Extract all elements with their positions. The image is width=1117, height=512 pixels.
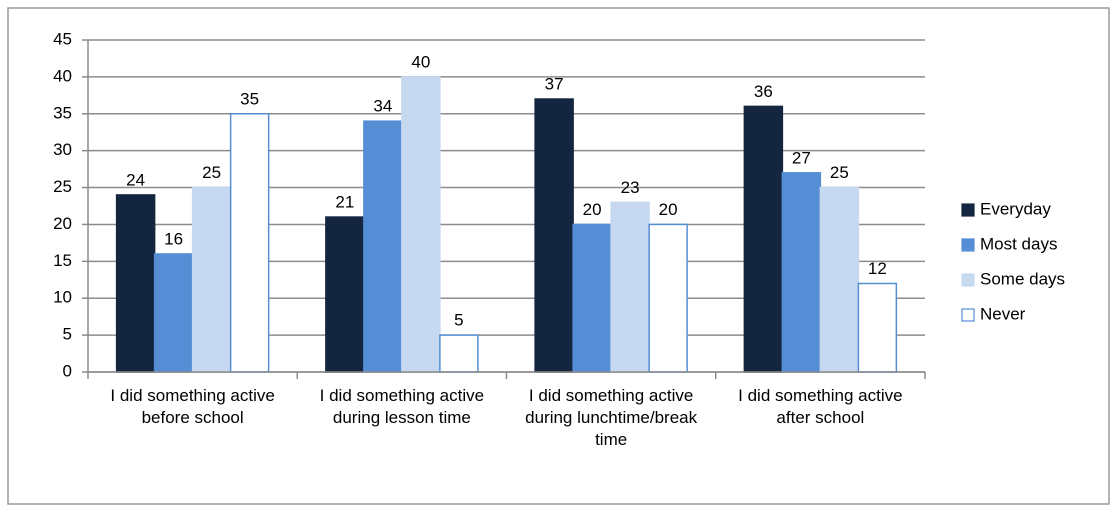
y-tick-label: 40	[53, 66, 72, 85]
y-tick-label: 25	[53, 177, 72, 196]
bar	[325, 216, 365, 373]
value-label: 35	[240, 89, 259, 108]
legend-swatch	[961, 308, 975, 322]
legend-label: Never	[980, 304, 1026, 323]
bar	[534, 98, 574, 373]
bar	[191, 186, 232, 373]
value-label: 25	[202, 163, 221, 182]
bar	[115, 194, 156, 373]
value-label: 34	[373, 97, 392, 116]
bar	[439, 334, 479, 373]
value-label: 27	[792, 148, 811, 167]
value-label: 21	[335, 193, 354, 212]
value-label: 5	[454, 311, 463, 330]
value-label: 12	[868, 259, 887, 278]
y-tick-label: 30	[53, 140, 72, 159]
value-label: 25	[830, 163, 849, 182]
y-tick-label: 45	[53, 29, 72, 48]
bar	[229, 113, 270, 373]
legend-swatch	[961, 273, 975, 287]
bar	[781, 172, 822, 373]
value-label: 37	[545, 75, 564, 94]
legend-swatch	[961, 203, 975, 217]
bar	[572, 223, 612, 373]
bar	[743, 105, 784, 373]
bar	[363, 120, 403, 373]
bar	[819, 186, 860, 373]
value-label: 16	[164, 229, 183, 248]
bar	[648, 223, 688, 373]
legend-label: Most days	[980, 234, 1057, 253]
y-tick-label: 0	[63, 361, 72, 380]
value-label: 20	[583, 200, 602, 219]
bar	[401, 76, 441, 373]
x-tick-label: I did something active before school	[110, 386, 275, 427]
bar	[857, 282, 898, 373]
bar	[153, 253, 194, 373]
y-tick-label: 15	[53, 251, 72, 270]
y-tick-label: 35	[53, 103, 72, 122]
value-label: 36	[754, 82, 773, 101]
legend-label: Some days	[980, 269, 1065, 288]
y-tick-label: 10	[53, 288, 72, 307]
y-tick-label: 20	[53, 214, 72, 233]
value-label: 40	[411, 52, 430, 71]
x-tick-label: I did something active during lunchtime/…	[525, 386, 698, 449]
bar	[610, 201, 650, 373]
x-tick-label: I did something active during lesson tim…	[319, 386, 485, 427]
value-label: 24	[126, 170, 145, 189]
value-label: 20	[659, 200, 678, 219]
value-label: 23	[621, 178, 640, 197]
legend-swatch	[961, 238, 975, 252]
y-tick-label: 5	[63, 325, 72, 344]
legend-label: Everyday	[980, 199, 1051, 218]
x-tick-label: I did something active after school	[738, 386, 903, 427]
